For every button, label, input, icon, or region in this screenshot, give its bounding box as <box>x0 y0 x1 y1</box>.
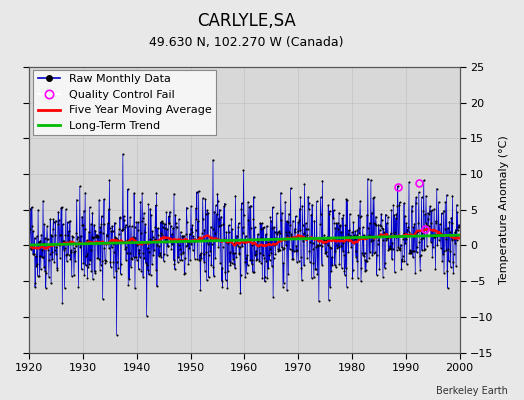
Y-axis label: Temperature Anomaly (°C): Temperature Anomaly (°C) <box>499 136 509 284</box>
Text: Berkeley Earth: Berkeley Earth <box>436 386 508 396</box>
Text: CARLYLE,SA: CARLYLE,SA <box>197 12 296 30</box>
Text: 49.630 N, 102.270 W (Canada): 49.630 N, 102.270 W (Canada) <box>149 36 344 49</box>
Legend: Raw Monthly Data, Quality Control Fail, Five Year Moving Average, Long-Term Tren: Raw Monthly Data, Quality Control Fail, … <box>34 70 216 136</box>
